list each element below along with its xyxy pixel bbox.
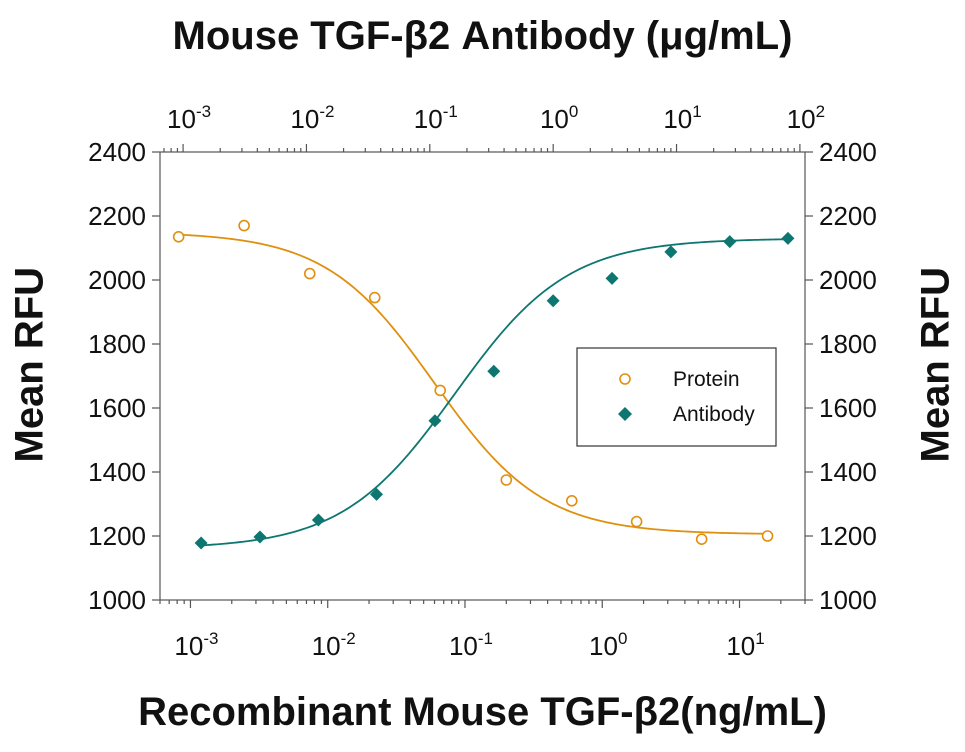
antibody-fit-curve [198, 238, 791, 547]
top-x-tick-label: 10-3 [167, 102, 211, 134]
protein-point [500, 474, 513, 486]
top-axis-title: Mouse TGF-β2 Antibody (μg/mL) [172, 14, 793, 58]
bottom-x-tick-label: 10-3 [174, 629, 218, 661]
left-y-tick-label: 1000 [88, 585, 146, 615]
right-y-tick-label: 1000 [819, 585, 877, 615]
left-y-tick-label: 2400 [88, 137, 146, 167]
protein-point [238, 219, 250, 232]
antibody-point [605, 271, 619, 285]
bottom-x-tick-label: 10-1 [449, 629, 493, 661]
left-y-tick-label: 2200 [88, 201, 146, 231]
left-y-tick-label: 2000 [88, 265, 146, 295]
antibody-point [781, 231, 795, 245]
antibody-point [370, 487, 384, 501]
legend-antibody-marker [618, 407, 632, 421]
right-y-tick-label: 2200 [819, 201, 877, 231]
bottom-x-tick-label: 10-2 [312, 629, 356, 661]
antibody-point [723, 235, 737, 249]
antibody-point [311, 513, 325, 527]
protein-point [434, 384, 447, 397]
protein-point [565, 494, 578, 507]
legend-protein-label: Protein [673, 368, 740, 391]
protein-point [630, 515, 643, 528]
right-y-tick-label: 2400 [819, 137, 877, 167]
antibody-point [194, 536, 208, 550]
right-y-tick-label: 2000 [819, 265, 877, 295]
bottom-axis-title: Recombinant Mouse TGF-β2(ng/mL) [138, 690, 827, 734]
legend-box [576, 347, 777, 447]
top-x-tick-label: 100 [540, 102, 578, 134]
protein-point [368, 291, 381, 304]
protein-point [761, 530, 774, 542]
antibody-point [428, 414, 442, 428]
left-y-tick-label: 1600 [88, 393, 146, 423]
protein-point [695, 533, 708, 546]
protein-point [172, 231, 185, 243]
bottom-x-tick-label: 100 [589, 629, 627, 661]
top-x-tick-label: 10-2 [290, 102, 334, 134]
right-y-tick-label: 1400 [819, 457, 877, 487]
protein-point [303, 267, 316, 280]
left-y-tick-label: 1200 [88, 521, 146, 551]
top-x-tick-label: 102 [787, 102, 825, 134]
antibody-point [253, 530, 267, 544]
right-y-tick-label: 1200 [819, 521, 877, 551]
antibody-point [487, 364, 501, 378]
protein-fit-curve [175, 233, 771, 535]
antibody-point [546, 294, 560, 308]
left-y-tick-label: 1400 [88, 457, 146, 487]
left-y-tick-label: 1800 [88, 329, 146, 359]
legend-protein-marker [619, 373, 631, 385]
legend-antibody-label: Antibody [673, 403, 755, 426]
right-y-tick-label: 1600 [819, 393, 877, 423]
right-y-tick-label: 1800 [819, 329, 877, 359]
top-x-tick-label: 101 [663, 102, 701, 134]
plot-frame [159, 151, 806, 601]
top-x-tick-label: 10-1 [414, 102, 458, 134]
bottom-x-tick-label: 101 [726, 629, 764, 661]
antibody-point [664, 245, 678, 259]
